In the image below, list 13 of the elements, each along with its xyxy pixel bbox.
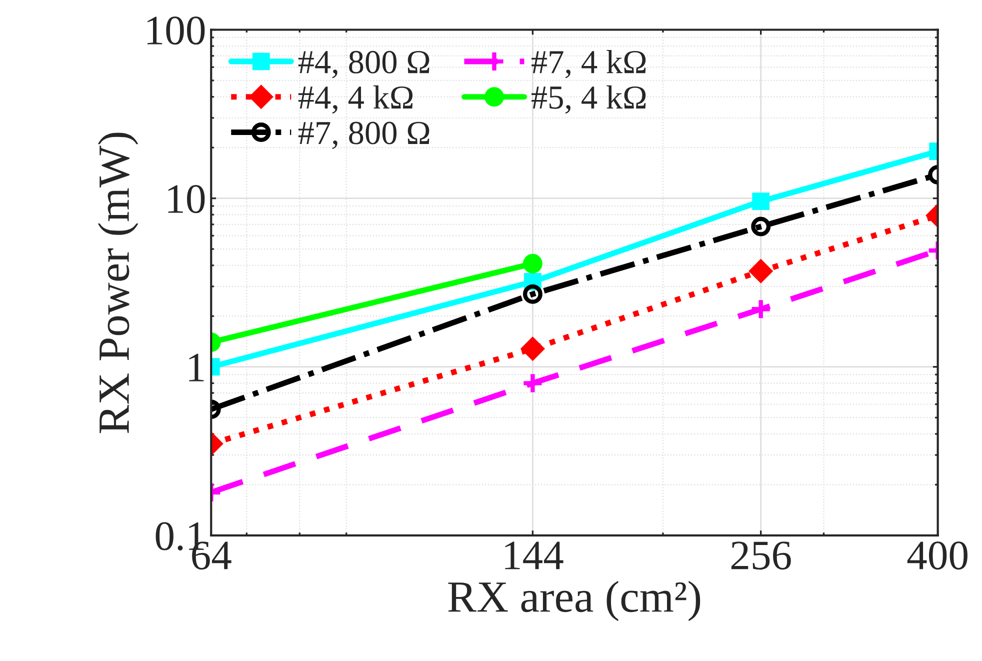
- x-tick-label: 144: [505, 542, 564, 570]
- y-tick-label: 1: [189, 354, 204, 382]
- x-tick-label: 256: [731, 542, 791, 570]
- legend-label: #5, 4 kΩ: [532, 85, 646, 114]
- y-tick-label: 10: [168, 185, 205, 214]
- x-tick-label: 400: [907, 541, 968, 570]
- y-tick-label: 100: [147, 16, 205, 45]
- y-axis-title: RX Power (mW): [98, 132, 138, 434]
- legend-label: #7, 800 Ω: [298, 122, 430, 150]
- x-axis-title: RX area (cm²): [448, 580, 700, 622]
- legend-label: #4, 800 Ω: [298, 50, 430, 78]
- legend-label: #7, 4 kΩ: [532, 50, 646, 78]
- legend-label: #4, 4 kΩ: [298, 85, 413, 114]
